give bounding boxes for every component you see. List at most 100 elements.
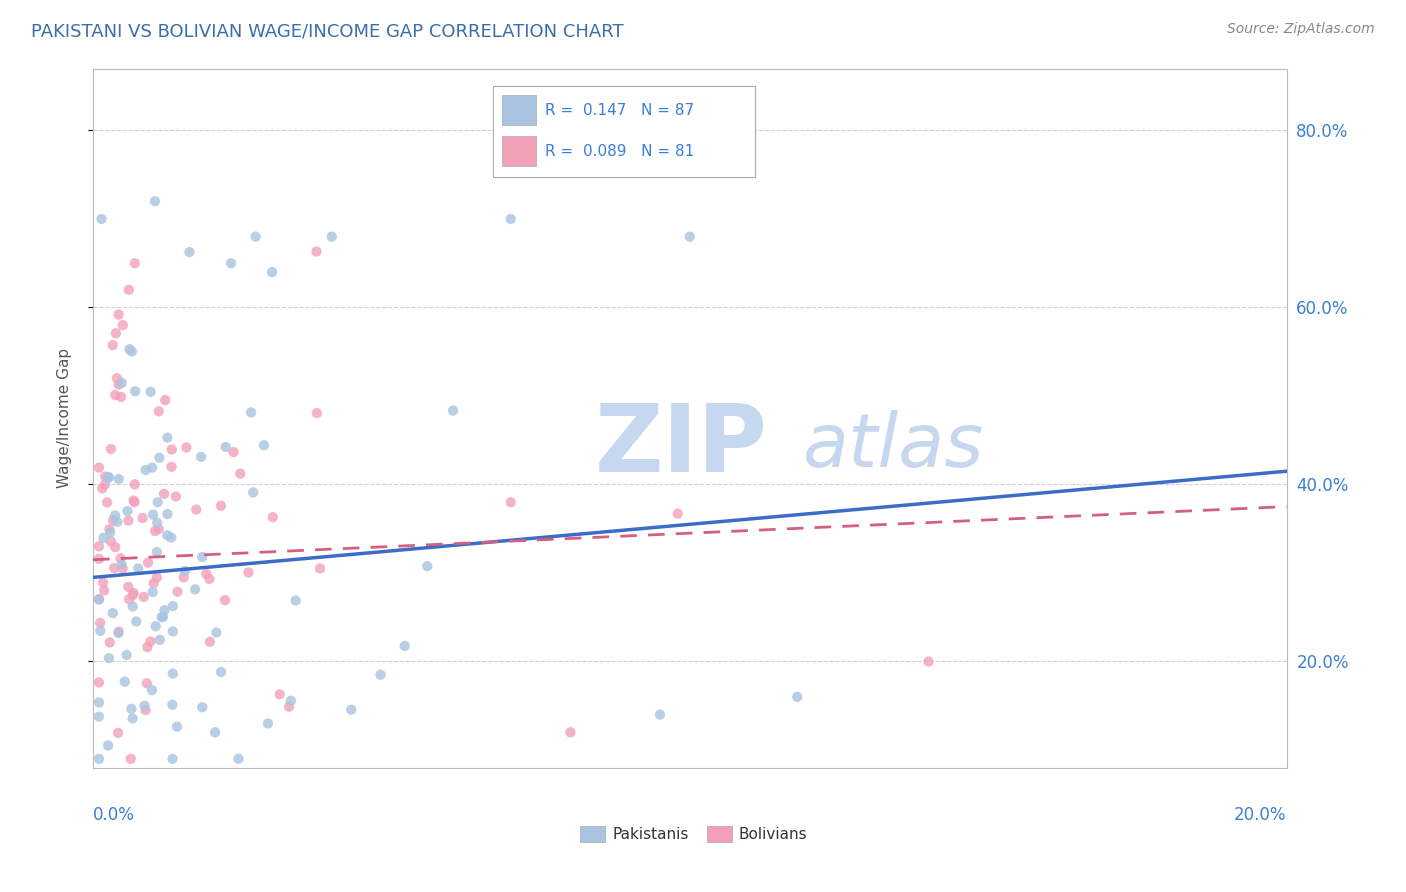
Point: [166, 584, 188, 599]
Point: [98, 522, 121, 536]
Point: [245, 229, 267, 244]
Y-axis label: Wage/Income Gap: Wage/Income Gap: [58, 348, 72, 488]
Point: [146, 516, 169, 530]
Point: [184, 582, 207, 597]
Point: [117, 504, 139, 518]
Point: [280, 694, 302, 708]
Point: [499, 495, 522, 509]
Point: [117, 514, 139, 528]
Text: PAKISTANI VS BOLIVIAN WAGE/INCOME GAP CORRELATION CHART: PAKISTANI VS BOLIVIAN WAGE/INCOME GAP CO…: [31, 22, 623, 40]
Point: [110, 551, 132, 566]
Point: [666, 507, 689, 521]
Point: [278, 699, 301, 714]
Point: [166, 720, 188, 734]
Point: [176, 441, 198, 455]
Text: Source: ZipAtlas.com: Source: ZipAtlas.com: [1227, 22, 1375, 37]
Point: [87, 552, 110, 566]
Point: [146, 495, 169, 509]
Point: [127, 561, 149, 575]
Point: [416, 559, 439, 574]
Point: [87, 752, 110, 766]
Point: [101, 338, 124, 352]
Point: [162, 698, 184, 712]
Point: [242, 485, 264, 500]
Point: [107, 472, 129, 486]
Point: [284, 593, 307, 607]
Point: [101, 513, 124, 527]
Point: [262, 510, 284, 524]
Point: [136, 640, 159, 654]
Point: [122, 586, 145, 600]
Point: [305, 244, 328, 259]
Point: [89, 624, 111, 638]
Point: [148, 404, 170, 418]
Point: [174, 564, 197, 578]
Point: [107, 726, 129, 740]
Point: [198, 634, 221, 648]
Point: [156, 528, 179, 542]
Point: [111, 558, 134, 572]
Point: [87, 592, 110, 607]
Point: [103, 561, 125, 575]
Point: [101, 606, 124, 620]
Point: [152, 609, 174, 624]
Point: [195, 566, 218, 581]
Point: [125, 615, 148, 629]
Point: [115, 648, 138, 662]
Point: [260, 265, 283, 279]
Point: [100, 442, 122, 456]
Text: 20.0%: 20.0%: [1234, 806, 1286, 824]
Point: [142, 585, 165, 599]
Text: Bolivians: Bolivians: [740, 827, 807, 841]
Point: [111, 318, 134, 333]
Point: [118, 592, 141, 607]
Point: [87, 539, 110, 553]
Point: [124, 384, 146, 399]
Point: [198, 572, 221, 586]
Point: [229, 467, 252, 481]
Point: [120, 752, 142, 766]
Point: [104, 540, 127, 554]
Point: [240, 405, 263, 419]
Point: [394, 639, 416, 653]
Point: [191, 549, 214, 564]
Point: [238, 566, 260, 580]
Point: [165, 490, 187, 504]
Point: [118, 283, 141, 297]
Point: [370, 667, 392, 681]
Point: [190, 450, 212, 464]
Text: Pakistanis: Pakistanis: [613, 827, 689, 841]
Point: [186, 502, 208, 516]
Point: [122, 588, 145, 602]
Point: [160, 442, 183, 457]
Point: [124, 495, 146, 509]
Point: [97, 470, 120, 484]
Point: [87, 675, 110, 690]
Point: [160, 531, 183, 545]
Point: [135, 703, 157, 717]
Point: [309, 561, 332, 575]
Point: [104, 508, 127, 523]
Point: [111, 376, 134, 390]
Point: [107, 626, 129, 640]
Point: [98, 525, 121, 540]
Point: [149, 632, 172, 647]
Point: [786, 690, 808, 704]
Point: [162, 624, 184, 639]
Point: [214, 593, 236, 607]
Point: [148, 522, 170, 536]
Point: [179, 245, 201, 260]
Point: [107, 377, 129, 392]
Point: [215, 440, 238, 454]
Point: [136, 556, 159, 570]
Point: [141, 683, 163, 698]
Point: [114, 674, 136, 689]
Point: [162, 599, 184, 613]
Point: [209, 665, 232, 679]
Point: [146, 570, 169, 584]
Point: [100, 534, 122, 549]
Point: [97, 651, 120, 665]
Point: [156, 507, 179, 521]
Point: [269, 687, 291, 701]
Point: [94, 477, 117, 491]
